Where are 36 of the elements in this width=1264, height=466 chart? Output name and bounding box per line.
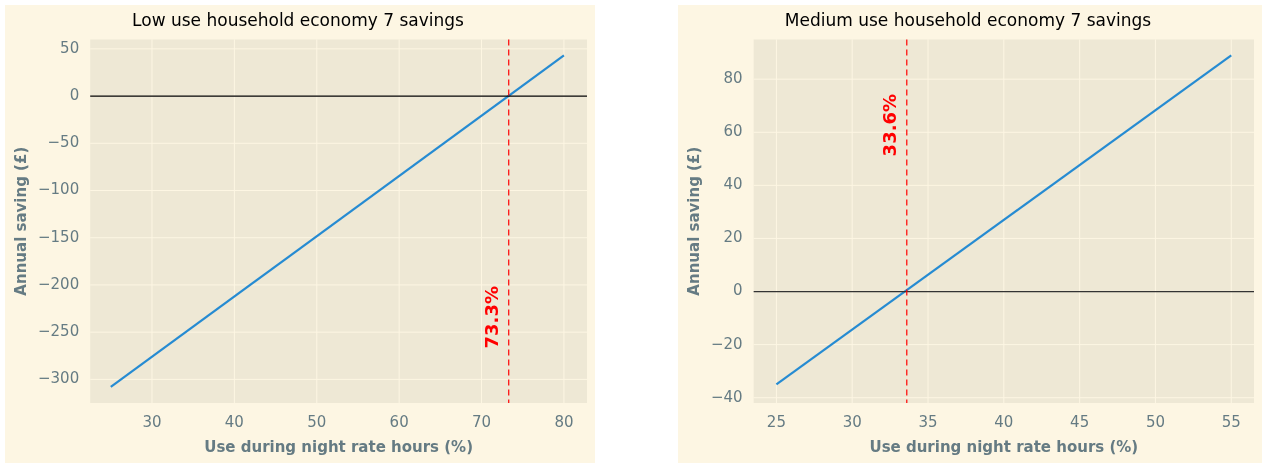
- x-tick-label: 60: [389, 412, 409, 431]
- y-tick-label: −40: [711, 387, 743, 406]
- y-axis-title: Annual saving (£): [684, 146, 703, 296]
- y-tick-label: 0: [69, 85, 80, 104]
- x-tick-label: 40: [994, 412, 1014, 431]
- x-axis-title: Use during night rate hours (%): [204, 437, 473, 456]
- x-tick-label: 45: [1070, 412, 1090, 431]
- y-tick-label: 80: [723, 69, 743, 88]
- y-tick-label: −200: [38, 274, 80, 293]
- x-tick-label: 80: [554, 412, 574, 431]
- x-tick-label: 30: [842, 412, 862, 431]
- x-tick-label: 50: [1145, 412, 1165, 431]
- x-tick-label: 40: [224, 412, 244, 431]
- x-tick-label: 50: [307, 412, 327, 431]
- y-tick-label: −50: [47, 133, 80, 152]
- x-tick-label: 35: [918, 412, 938, 431]
- y-tick-label: −20: [711, 334, 743, 353]
- y-tick-label: −150: [38, 227, 80, 246]
- chart-title: Medium use household economy 7 savings: [784, 9, 1152, 30]
- y-tick-label: 40: [723, 175, 743, 194]
- x-tick-label: 70: [472, 412, 492, 431]
- y-tick-label: −250: [38, 322, 80, 341]
- chart-title: Low use household economy 7 savings: [132, 9, 465, 30]
- y-axis-title: Annual saving (£): [11, 146, 30, 296]
- y-tick-label: 0: [733, 281, 743, 300]
- y-tick-label: 50: [60, 38, 80, 57]
- x-tick-label: 30: [142, 412, 162, 431]
- x-tick-label: 25: [766, 412, 786, 431]
- y-tick-label: −100: [38, 180, 80, 199]
- y-tick-label: 20: [723, 228, 743, 247]
- y-tick-label: −300: [38, 369, 80, 388]
- y-tick-label: 60: [723, 122, 743, 141]
- x-axis-title: Use during night rate hours (%): [869, 437, 1139, 456]
- ref-line-label: 73.3%: [481, 286, 503, 349]
- x-tick-label: 55: [1221, 412, 1241, 431]
- ref-line-label: 33.6%: [879, 93, 901, 157]
